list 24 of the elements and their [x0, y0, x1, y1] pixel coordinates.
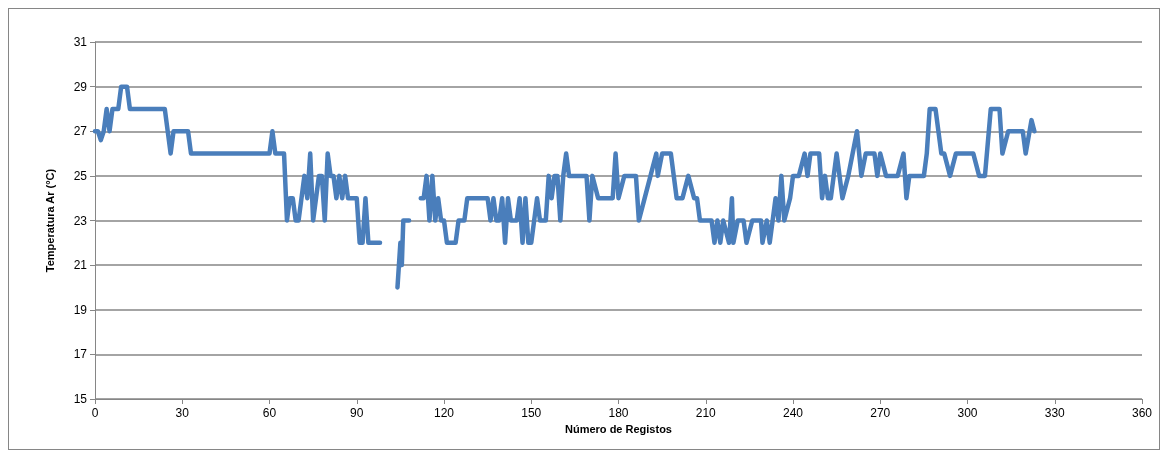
y-tick-label: 23: [73, 213, 88, 228]
y-tick-label: 29: [73, 79, 88, 94]
x-tick-label: 300: [957, 406, 978, 420]
x-tick-label: 0: [91, 406, 99, 420]
y-tick-label: 31: [73, 35, 88, 49]
y-axis-title: Temperatura Ar (°C): [43, 168, 56, 273]
x-tick-label: 60: [262, 406, 277, 420]
x-tick-label: 270: [870, 406, 891, 420]
y-tick-label: 15: [73, 392, 88, 406]
y-tick-label: 25: [73, 168, 88, 183]
x-tick-label: 150: [521, 406, 542, 420]
x-tick-label: 30: [175, 406, 190, 420]
x-tick-label: 120: [433, 406, 455, 420]
x-tick-label: 240: [782, 406, 804, 420]
y-tick-label: 17: [73, 347, 88, 362]
x-tick-label: 180: [608, 406, 629, 420]
x-tick-label: 210: [695, 406, 717, 420]
x-tick-label: 360: [1131, 406, 1153, 420]
x-tick-label: 330: [1044, 406, 1066, 420]
y-tick-label: 21: [73, 258, 88, 273]
x-tick-label: 90: [350, 406, 364, 420]
y-tick-label: 19: [73, 302, 88, 317]
x-axis-title: Número de Registos: [565, 423, 672, 436]
y-tick-label: 27: [73, 124, 88, 139]
